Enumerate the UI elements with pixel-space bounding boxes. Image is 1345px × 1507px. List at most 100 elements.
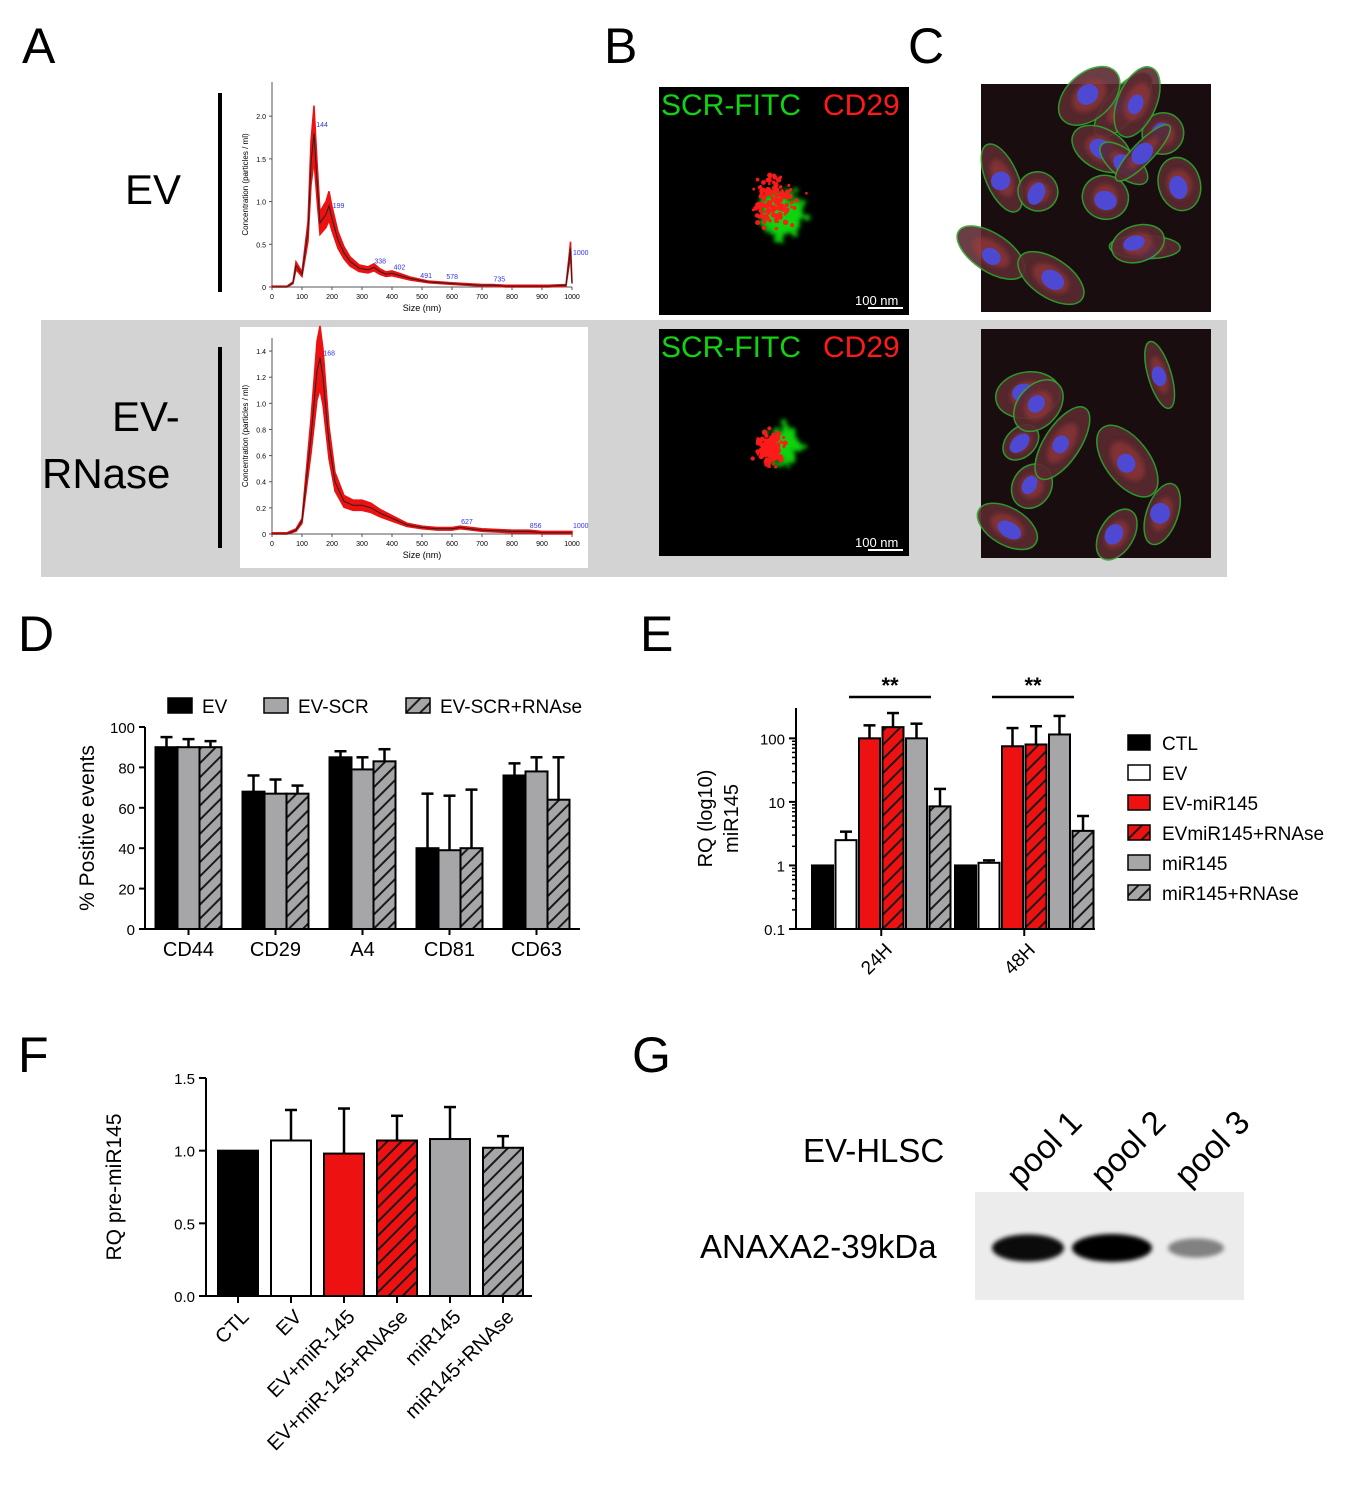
peak-label: 168: [323, 351, 335, 358]
cell: [956, 225, 1026, 281]
legend-label: EV: [1162, 764, 1188, 785]
y-axis-label-line1: RQ (log10): [695, 770, 717, 868]
bar: [270, 1139, 312, 1297]
cd29-particle: [771, 185, 776, 190]
bar: [1071, 829, 1095, 931]
fitc-particle: [792, 187, 799, 193]
protein-band: [992, 1234, 1064, 1262]
bar: [217, 1149, 259, 1297]
lane-label: pool 3: [1167, 1103, 1257, 1193]
y-tick-label: 0.2: [256, 506, 266, 513]
fitc-particle: [798, 212, 804, 218]
y-tick-label: 40: [118, 841, 135, 858]
cd29-particle: [765, 177, 771, 183]
cd29-particle: [764, 441, 768, 446]
y-tick-label: 100: [760, 731, 785, 748]
peak-label: 1000: [573, 250, 589, 257]
blot-band-label: ANAXA2-39kDa: [700, 1228, 937, 1265]
bar: [350, 768, 375, 930]
fitc-particle: [800, 199, 807, 206]
x-axis-label: Size (nm): [403, 303, 442, 313]
x-tick-label: 900: [536, 541, 548, 548]
x-tick-label: 200: [326, 541, 338, 548]
cell-nucleus: [1009, 433, 1030, 453]
cd29-particle: [775, 446, 779, 450]
y-tick-label: 0: [262, 532, 266, 539]
legend-label: EV: [202, 697, 228, 718]
y-tick-label: 0.5: [256, 242, 266, 249]
legend-swatch: [1127, 794, 1151, 811]
cd29-signal: [751, 172, 808, 231]
y-tick-label: 0.5: [174, 1216, 195, 1233]
cd29-particle: [784, 202, 789, 208]
cd29-particle: [781, 435, 786, 440]
cd29-particle: [760, 449, 765, 453]
cd29-particle: [767, 454, 771, 458]
fitc-particle: [783, 458, 790, 465]
cd29-particle: [784, 210, 788, 214]
error-band: [271, 105, 573, 288]
bar: [415, 847, 440, 931]
cell-nucleus: [1150, 502, 1171, 524]
cell: [1114, 124, 1172, 182]
cd29-particle: [782, 219, 789, 226]
bar: [372, 760, 397, 931]
y-axis-label: RQ pre-miR145: [103, 1113, 126, 1260]
cd29-particle: [764, 215, 770, 221]
y-axis-label: % Positive events: [76, 745, 99, 911]
cell-nucleus: [1094, 190, 1117, 211]
cd29-particle: [763, 210, 767, 214]
x-tick-label: 100: [296, 294, 308, 301]
fitc-particle: [792, 442, 798, 447]
cd29-particle: [794, 198, 799, 203]
cd29-particle: [768, 174, 773, 179]
bar: [459, 847, 484, 931]
bar: [437, 849, 462, 930]
x-tick-label: 800: [506, 294, 518, 301]
cd29-particle: [792, 206, 797, 210]
cd29-particle: [768, 465, 771, 469]
legend-label: CTL: [1162, 734, 1198, 755]
bar: [285, 792, 310, 930]
cd29-particle: [767, 463, 771, 467]
cd29-particle: [780, 191, 786, 197]
bar: [811, 864, 834, 930]
micrograph-ev: SCR-FITC CD29 100 nm: [659, 87, 909, 315]
legend-swatch: [1127, 764, 1151, 781]
cd29-particle: [761, 225, 767, 231]
cell-image-ev-rnase: [976, 329, 1211, 561]
bar: [954, 864, 977, 930]
bar: [323, 1152, 365, 1298]
peak-label: 578: [446, 274, 458, 281]
cd29-particle: [759, 184, 763, 188]
cell: [1110, 223, 1166, 264]
bar: [881, 726, 905, 930]
y-axis-label-line2: miR145: [721, 784, 743, 853]
cd29-particle: [762, 195, 767, 200]
x-tick-label: 700: [476, 294, 488, 301]
y-tick-label: 100: [110, 720, 135, 737]
cd29-particle: [772, 462, 775, 466]
y-axis-label: Concentration (particles / ml): [241, 133, 250, 236]
y-tick-label: 0: [127, 922, 135, 939]
cd29-particle: [774, 193, 779, 198]
fitc-particle: [796, 205, 803, 212]
y-tick-label: 1: [777, 858, 785, 875]
cell-nucleus: [1169, 175, 1188, 200]
mean-line: [272, 357, 572, 535]
cd29-particle: [766, 438, 770, 442]
cd29-particle: [766, 448, 772, 454]
legend-swatch: [1127, 734, 1151, 751]
panel-label-d: D: [18, 606, 54, 662]
cd29-particle: [763, 438, 768, 442]
cd29-signal: [750, 426, 788, 469]
cell: [1113, 66, 1161, 138]
x-tick-label: 400: [386, 541, 398, 548]
micrograph-label-fitc: SCR-FITC: [661, 89, 801, 122]
x-tick-label: 100: [296, 541, 308, 548]
peak-label: 856: [530, 523, 542, 530]
cd29-particle: [761, 429, 768, 436]
y-tick-label: 2.0: [256, 114, 266, 121]
x-tick-label: CD63: [511, 939, 562, 961]
